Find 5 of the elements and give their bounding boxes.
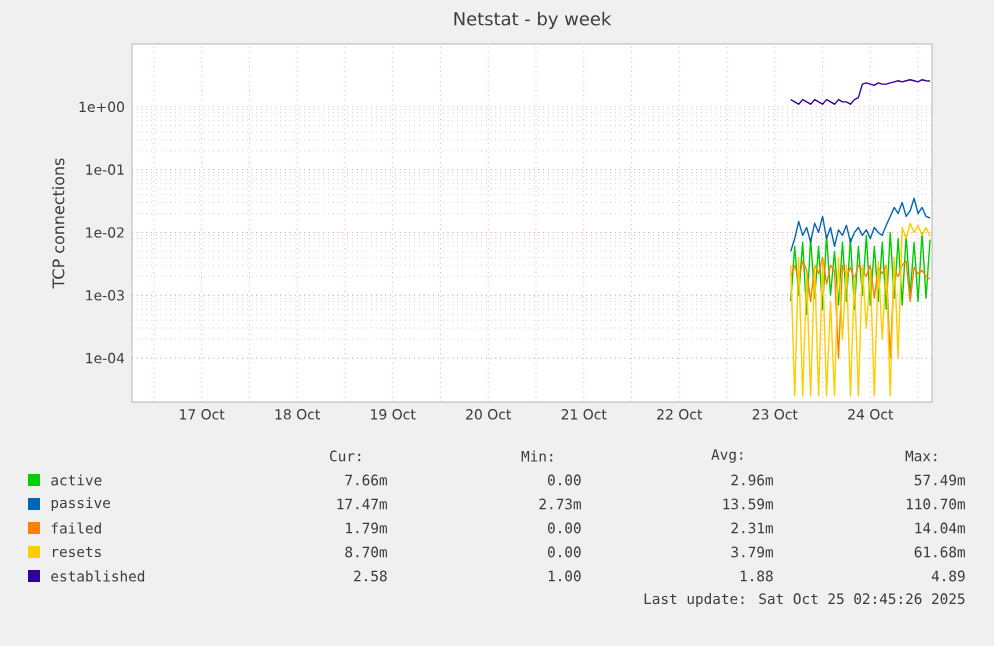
line-series [790, 231, 931, 315]
line-series [790, 79, 931, 105]
line-series [790, 222, 931, 397]
chart-title: Netstat - by week [454, 11, 612, 29]
line-series [790, 197, 931, 253]
